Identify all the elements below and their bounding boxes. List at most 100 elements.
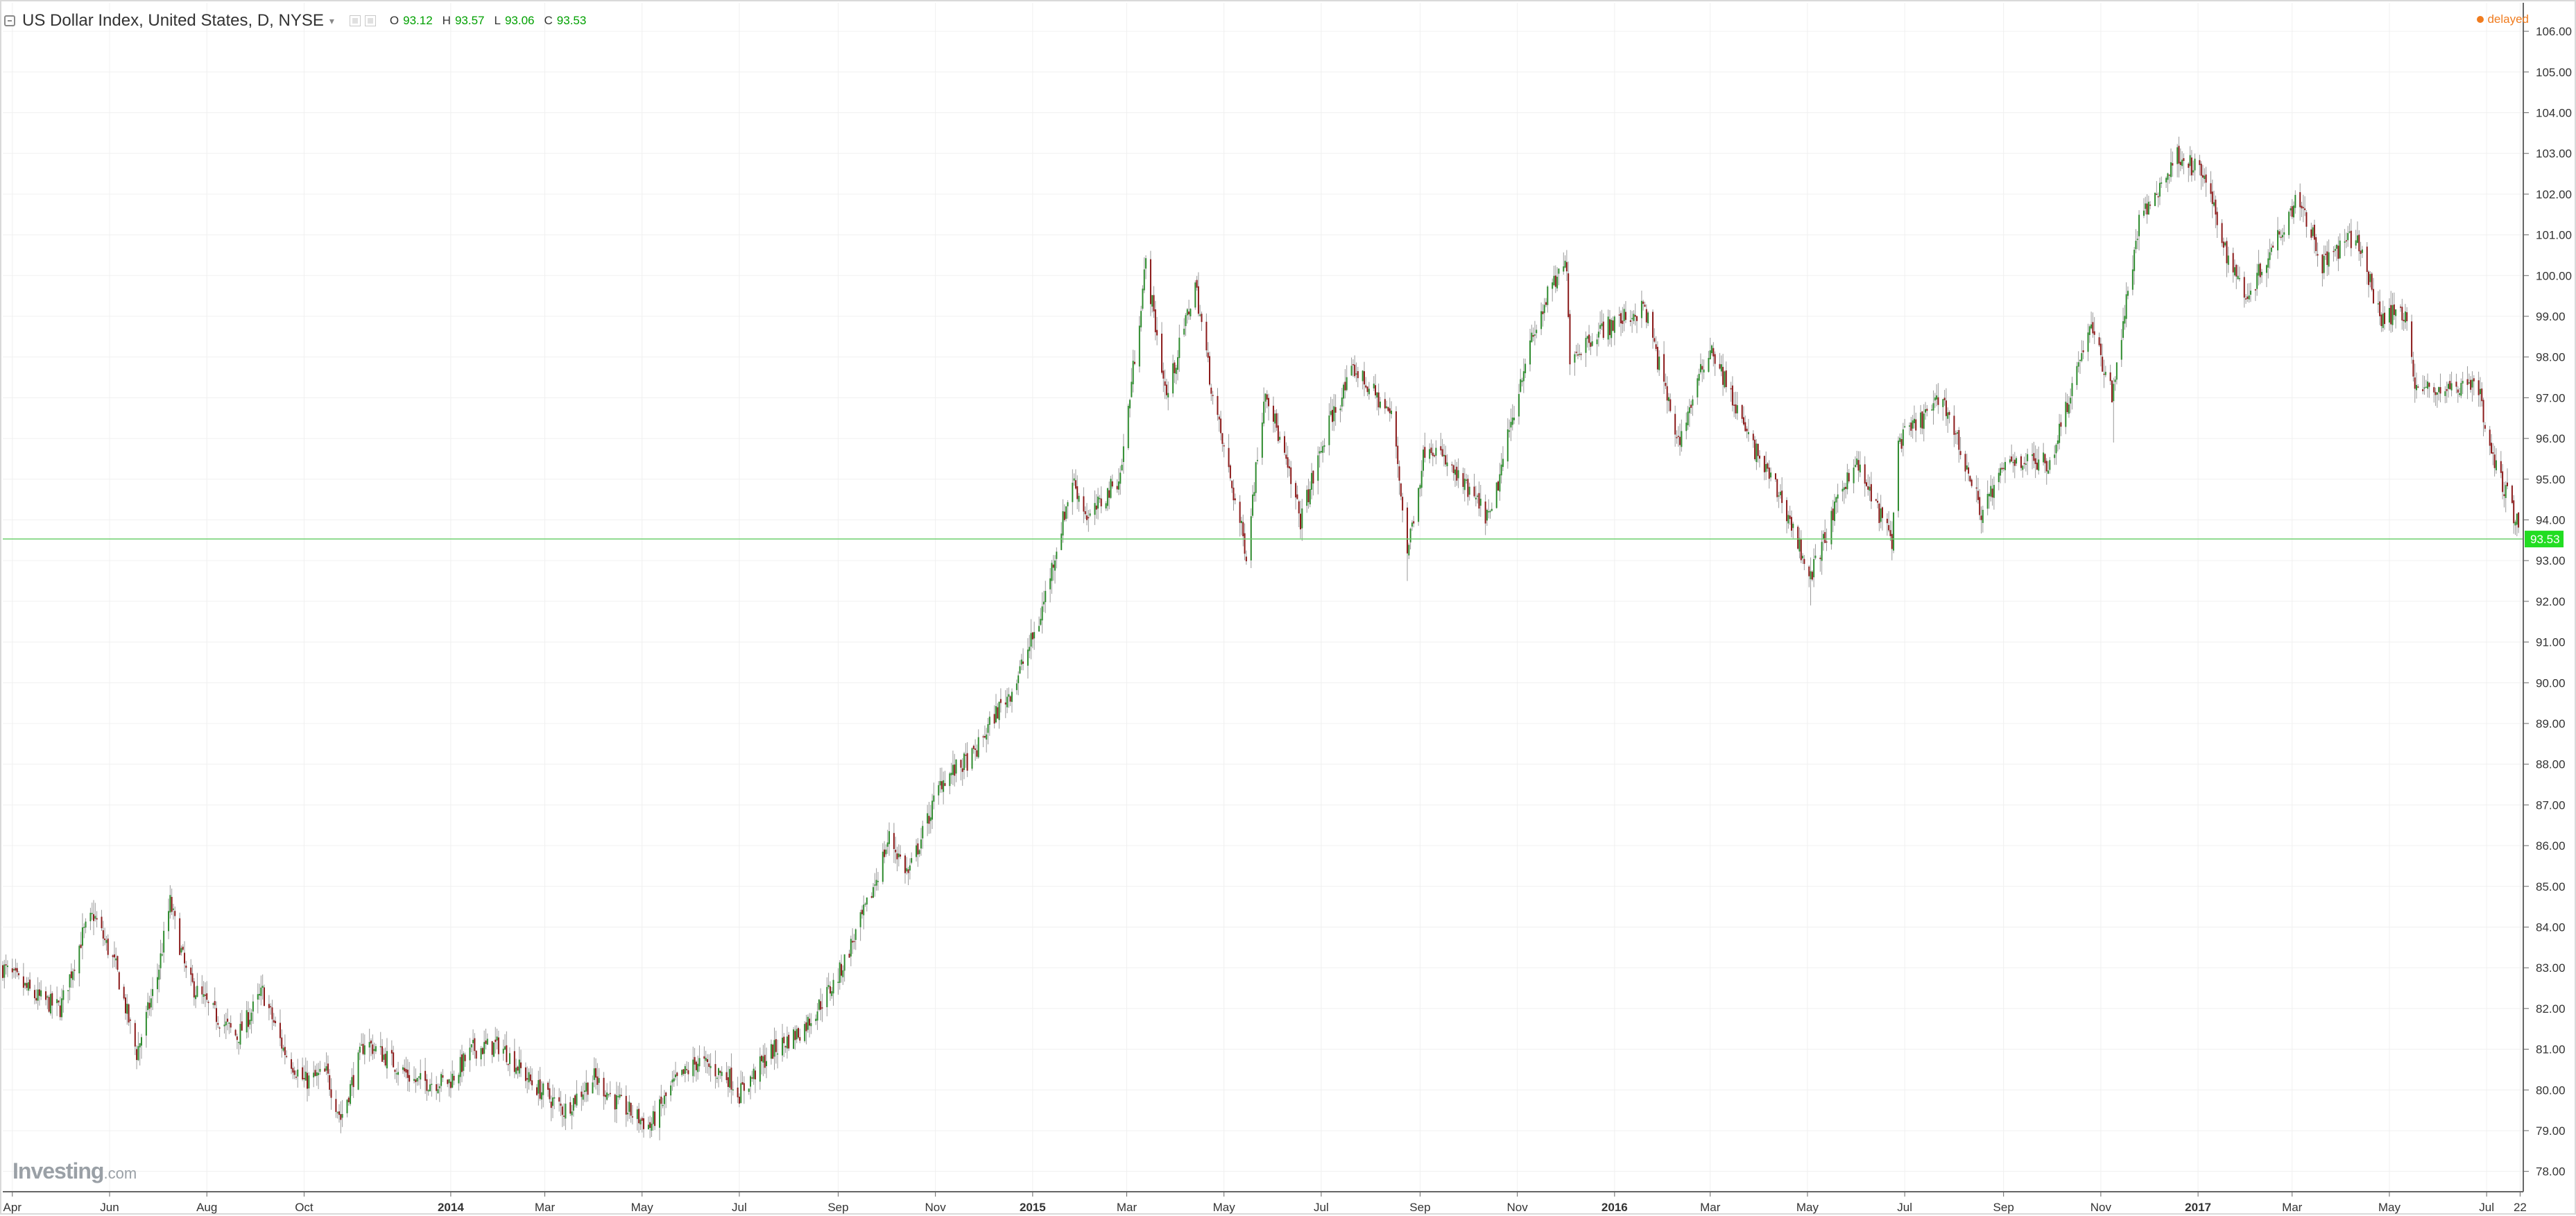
candle-up (62, 990, 65, 1000)
candle-up (1770, 472, 1772, 478)
candle-up (786, 1036, 788, 1049)
candle-up (759, 1056, 761, 1082)
candle-down (2272, 246, 2274, 248)
candle-down (1445, 455, 1447, 465)
candle-down (271, 1007, 273, 1020)
candle-down (1926, 409, 1928, 411)
candle-down (118, 972, 120, 990)
candle-down (1532, 335, 1534, 337)
candle-down (660, 1096, 662, 1104)
candle-up (429, 1084, 431, 1092)
candle-up (67, 990, 69, 991)
candle-up (542, 1083, 544, 1095)
candle-down (263, 987, 265, 1007)
candle-down (1156, 329, 1158, 336)
candle-down (539, 1079, 541, 1099)
candle-up (2025, 463, 2027, 465)
candle-up (1699, 363, 1701, 372)
candle-down (281, 1037, 283, 1049)
collapse-icon[interactable] (4, 15, 15, 26)
x-tick-label: Mar (535, 1201, 556, 1214)
candle-up (971, 748, 973, 769)
candle-down (686, 1069, 688, 1070)
candle-down (2157, 196, 2159, 198)
candle-up (1966, 465, 1968, 470)
candle-down (2491, 443, 2493, 454)
candle-up (647, 1124, 649, 1130)
candle-down (1752, 434, 1754, 440)
candle-up (486, 1038, 488, 1045)
low-label: L (494, 14, 501, 27)
candle-down (1272, 405, 1274, 422)
candle-down (303, 1078, 305, 1079)
candle-down (1432, 452, 1434, 456)
candle-up (1658, 356, 1660, 370)
candle-up (2425, 386, 2427, 388)
candle-down (870, 896, 873, 898)
candle-up (1540, 311, 1543, 329)
candle-up (1765, 463, 1767, 472)
candle-down (214, 1001, 216, 1006)
candle-up (1932, 403, 1934, 411)
candle-down (2020, 456, 2022, 468)
x-tick-label: Jul (1897, 1201, 1912, 1214)
candle-down (1565, 262, 1568, 272)
candle-down (1400, 483, 1402, 497)
candle-up (203, 994, 205, 997)
candle-up (420, 1072, 422, 1080)
candle-up (804, 1024, 806, 1041)
close-icon[interactable] (364, 15, 376, 26)
candle-down (1781, 490, 1783, 504)
candle-up (1904, 426, 1906, 428)
chevron-down-icon[interactable]: ▾ (329, 15, 334, 26)
candle-down (1889, 530, 1891, 536)
candle-down (531, 1080, 533, 1086)
y-tick-label: 94.00 (2536, 513, 2566, 526)
candle-down (2254, 289, 2256, 291)
candle-down (1757, 443, 1759, 456)
candle-up (2459, 393, 2461, 395)
candle-down (829, 986, 831, 994)
candle-up (13, 969, 15, 970)
candle-up (1697, 378, 1699, 397)
candle-up (952, 764, 954, 776)
candle-down (730, 1068, 732, 1090)
candle-up (1061, 533, 1063, 550)
candle-down (2446, 389, 2448, 391)
candle-down (1811, 572, 1813, 580)
x-tick-label: Nov (925, 1201, 947, 1214)
candle-up (1499, 474, 1501, 492)
candle-down (1943, 397, 1946, 400)
candle-up (260, 987, 262, 996)
candle-down (1774, 473, 1776, 480)
candle-up (2158, 182, 2161, 197)
candle-down (2190, 157, 2192, 175)
candle-down (596, 1076, 599, 1085)
candle-up (2293, 205, 2295, 218)
candle-down (1665, 382, 1667, 386)
candle-up (1491, 508, 1493, 511)
candle-up (1256, 460, 1258, 461)
candle-down (1864, 464, 1866, 484)
candle-up (1553, 275, 1555, 286)
candle-down (581, 1091, 583, 1097)
candle-up (1127, 406, 1129, 448)
candle-up (839, 962, 841, 983)
candle-down (330, 1089, 332, 1098)
candle-up (480, 1048, 482, 1060)
candle-down (1162, 370, 1165, 379)
settings-icon[interactable] (349, 15, 361, 26)
candle-down (654, 1111, 656, 1127)
candle-up (1320, 451, 1322, 453)
candle-up (674, 1074, 676, 1077)
candle-up (319, 1068, 321, 1072)
candle-up (2012, 461, 2014, 463)
candle-up (459, 1056, 461, 1077)
candle-down (447, 1079, 449, 1084)
candle-up (1030, 633, 1032, 647)
candle-up (770, 1044, 772, 1059)
candle-down (2149, 204, 2152, 206)
candle-down (895, 850, 897, 853)
candle-up (2238, 277, 2240, 280)
